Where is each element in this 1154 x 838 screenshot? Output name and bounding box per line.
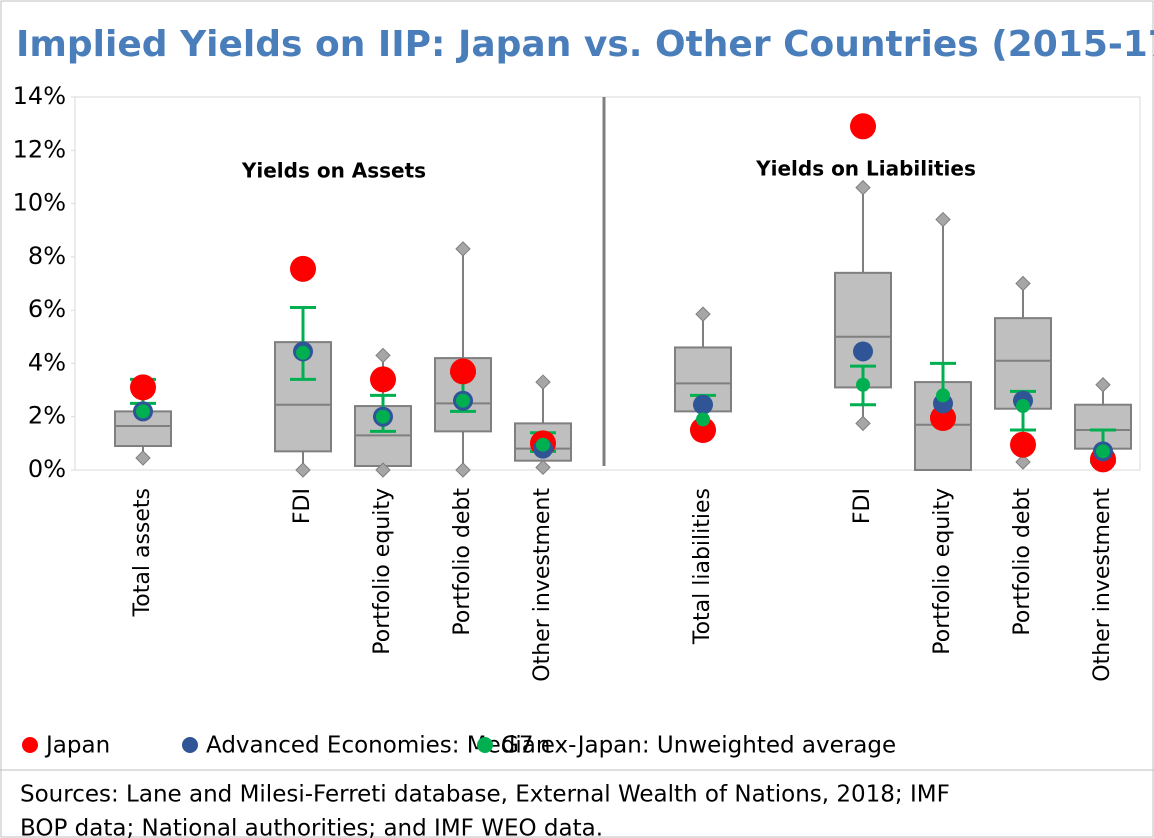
y-tick-label: 2%	[28, 402, 66, 430]
point	[456, 393, 470, 408]
x-tick-label: Total assets	[130, 488, 155, 617]
x-tick-label: Portfolio equity	[930, 488, 955, 655]
outlier-marker	[295, 462, 311, 478]
y-tick-label: 8%	[28, 242, 66, 270]
outlier-marker	[455, 462, 471, 478]
outlier-marker	[375, 462, 391, 478]
y-tick-label: 4%	[28, 348, 66, 376]
point	[850, 113, 876, 140]
point	[853, 341, 873, 362]
y-tick-label: 12%	[13, 135, 66, 163]
legend-label: G7 ex-Japan: Unweighted average	[501, 733, 896, 759]
y-tick-label: 14%	[13, 82, 66, 110]
point	[690, 417, 716, 444]
point	[370, 366, 396, 393]
point	[936, 388, 950, 403]
outlier-marker	[375, 347, 391, 364]
outlier-marker	[455, 241, 471, 257]
annotation: Yields on Assets	[241, 159, 426, 183]
x-tick-label: Other investment	[530, 488, 555, 682]
y-tick-label: 0%	[28, 455, 66, 483]
point	[136, 404, 150, 419]
legend-marker	[477, 737, 493, 753]
point	[696, 412, 710, 427]
legend-label: Japan	[44, 733, 110, 759]
outlier-marker	[535, 374, 551, 390]
source: Sources: Lane and Milesi-Ferreti databas…	[20, 782, 950, 808]
point	[930, 405, 956, 432]
outlier-marker	[935, 211, 951, 228]
legend-marker	[182, 737, 198, 753]
x-tick-label: FDI	[290, 488, 315, 524]
outlier-marker	[695, 306, 711, 322]
y-tick-label: 10%	[13, 189, 66, 217]
point	[1016, 399, 1030, 414]
x-tick-label: FDI	[850, 488, 875, 524]
outlier-marker	[535, 459, 551, 476]
source: BOP data; National authorities; and IMF …	[20, 816, 603, 838]
x-tick-label: Portfolio equity	[370, 488, 395, 655]
point	[1010, 431, 1036, 458]
x-tick-label: Other investment	[1090, 488, 1115, 682]
outlier-marker	[1015, 454, 1031, 470]
plot-area	[74, 96, 1141, 471]
point	[1096, 444, 1110, 459]
point	[290, 255, 316, 282]
point	[130, 374, 156, 401]
annotation: Yields on Liabilities	[755, 157, 976, 181]
outlier-marker	[855, 415, 871, 432]
y-tick-label: 6%	[28, 295, 66, 323]
x-tick-label: Total liabilities	[690, 488, 715, 645]
point	[296, 345, 310, 360]
outlier-marker	[1095, 377, 1111, 393]
point	[376, 409, 390, 424]
point	[856, 377, 870, 392]
outlier-marker	[135, 450, 151, 466]
point	[536, 437, 550, 452]
point	[693, 394, 713, 415]
x-tick-label: Portfolio debt	[1010, 488, 1035, 636]
outlier-marker	[855, 179, 871, 196]
point	[450, 358, 476, 385]
chart-title: Implied Yields on IIP: Japan vs. Other C…	[16, 24, 1154, 65]
x-tick-label: Portfolio debt	[450, 488, 475, 636]
outlier-marker	[1015, 275, 1031, 292]
legend-label: Advanced Economies: Median	[206, 733, 550, 759]
legend-marker	[22, 737, 38, 753]
